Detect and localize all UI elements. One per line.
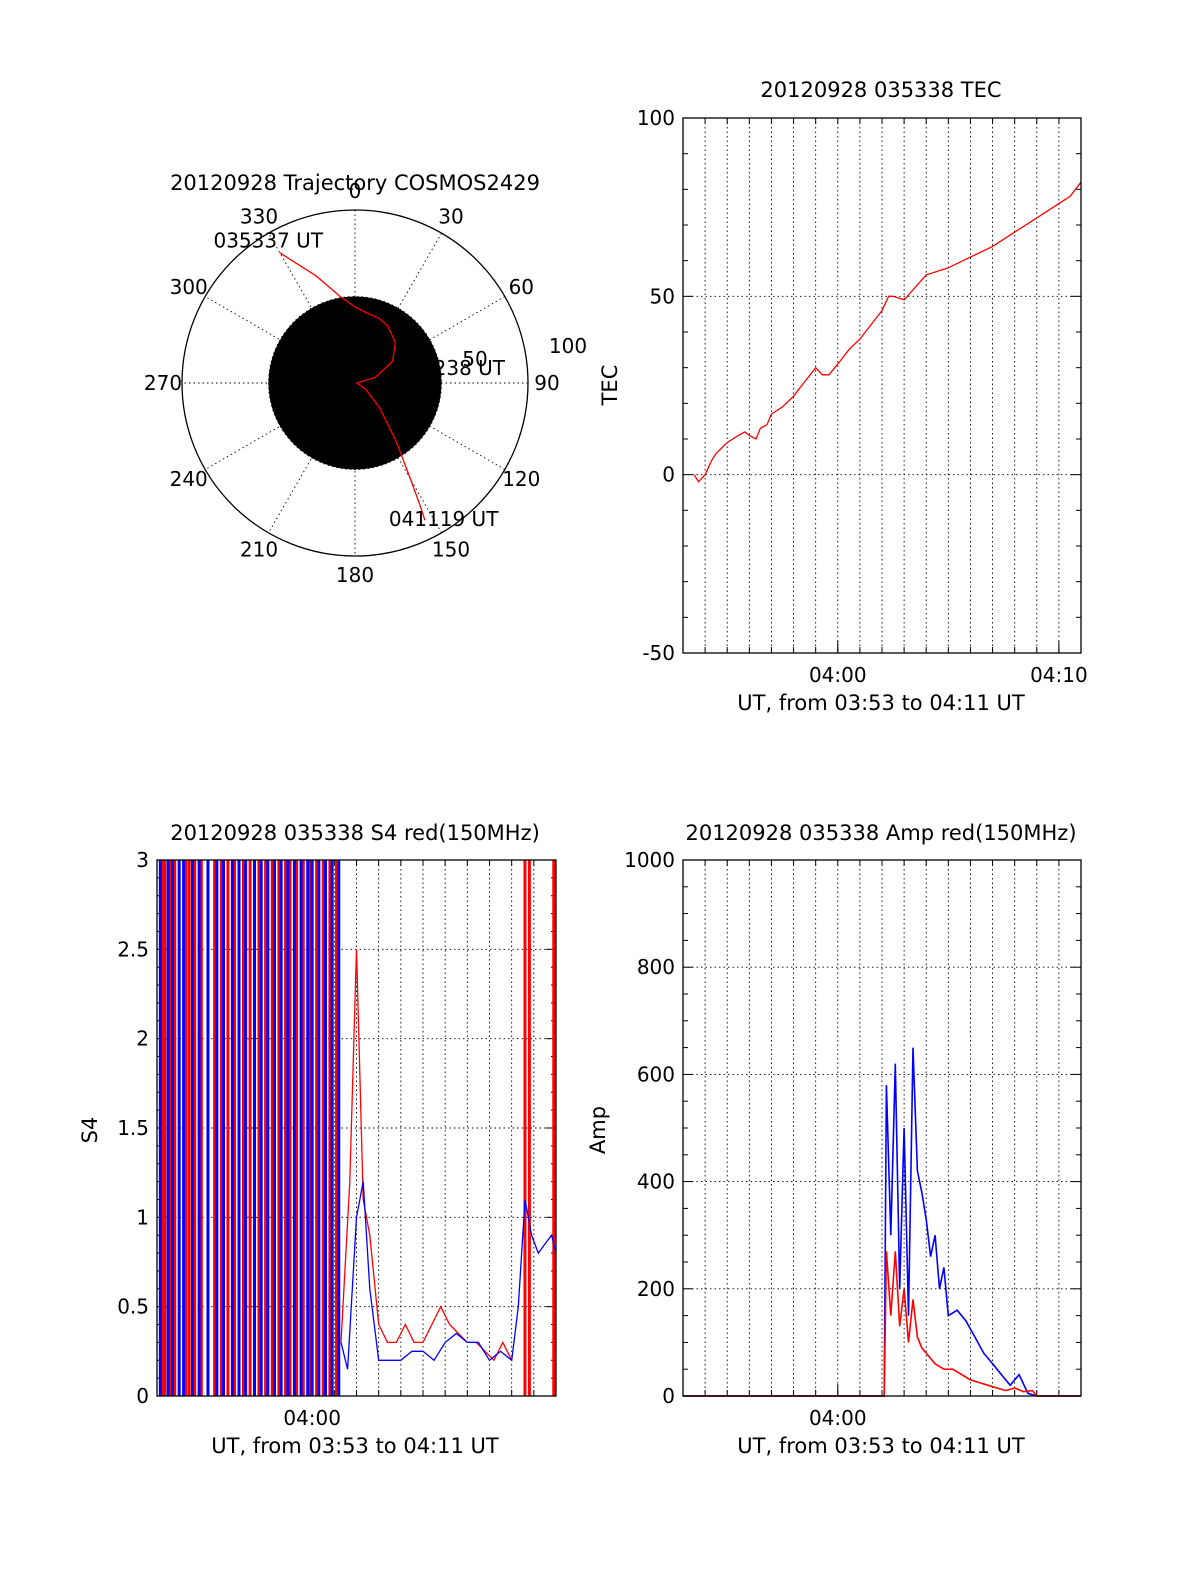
x-tick-label: 04:10 xyxy=(1030,663,1088,687)
polar-grid-spoke xyxy=(268,232,442,534)
tec-xlabel: UT, from 03:53 to 04:11 UT xyxy=(737,691,1025,715)
plot-frame xyxy=(682,859,1082,1397)
y-tick-label: 600 xyxy=(637,1062,675,1086)
amp-panel: 20120928 035338 Amp red(150MHz) UT, from… xyxy=(586,821,1082,1458)
x-tick-label: 04:00 xyxy=(283,1406,341,1430)
y-tick-label: 100 xyxy=(637,106,675,130)
trajectory-title: 20120928 Trajectory COSMOS2429 xyxy=(170,171,540,195)
data-series-line xyxy=(683,1251,1081,1397)
azimuth-label: 30 xyxy=(438,205,463,229)
y-tick-label: 2 xyxy=(136,1027,149,1051)
azimuth-label: 270 xyxy=(144,371,182,395)
trajectory-time-label: 041119 UT xyxy=(389,507,499,531)
azimuth-label: 150 xyxy=(432,537,470,561)
y-tick-label: 0.5 xyxy=(117,1295,149,1319)
y-tick-label: 1.5 xyxy=(117,1116,149,1140)
data-series-line xyxy=(683,1047,1081,1397)
tec-title: 20120928 035338 TEC xyxy=(760,78,1001,102)
trajectory-time-label: 035337 UT xyxy=(213,229,323,253)
x-tick-label: 04:00 xyxy=(809,1406,867,1430)
azimuth-label: 90 xyxy=(534,371,559,395)
s4-xlabel: UT, from 03:53 to 04:11 UT xyxy=(211,1434,499,1458)
plot-frame xyxy=(156,859,557,1397)
plot-frame xyxy=(682,117,1082,654)
y-tick-label: -50 xyxy=(642,641,675,665)
polar-grid-circle xyxy=(268,296,442,470)
azimuth-label: 0 xyxy=(349,179,362,203)
polar-grid-spoke xyxy=(204,296,506,470)
trajectory-time-label: 040238 UT xyxy=(395,356,505,380)
amp-xlabel: UT, from 03:53 to 04:11 UT xyxy=(737,1434,1025,1458)
data-series-line xyxy=(340,1181,557,1370)
y-tick-label: 2.5 xyxy=(117,937,149,961)
tec-panel: 20120928 035338 TEC UT, from 03:53 to 04… xyxy=(598,78,1088,715)
y-tick-label: 50 xyxy=(650,284,675,308)
azimuth-label: 330 xyxy=(240,205,278,229)
amp-ylabel: Amp xyxy=(586,1106,610,1154)
y-tick-label: 1000 xyxy=(624,848,675,872)
y-tick-label: 0 xyxy=(662,463,675,487)
azimuth-label: 60 xyxy=(509,275,534,299)
y-tick-label: 3 xyxy=(136,848,149,872)
radial-label: 50 xyxy=(462,347,487,371)
azimuth-label: 180 xyxy=(336,563,374,587)
y-tick-label: 0 xyxy=(662,1384,675,1408)
azimuth-label: 210 xyxy=(240,537,278,561)
azimuth-label: 300 xyxy=(170,275,208,299)
y-tick-label: 0 xyxy=(136,1384,149,1408)
radial-label: 100 xyxy=(549,334,587,358)
data-series-line xyxy=(340,949,513,1362)
tec-ylabel: TEC xyxy=(598,365,622,407)
polar-grid-spoke xyxy=(268,232,442,534)
s4-title: 20120928 035338 S4 red(150MHz) xyxy=(170,821,540,845)
s4-ylabel: S4 xyxy=(78,1117,102,1144)
trajectory-track xyxy=(279,252,426,521)
x-tick-label: 04:00 xyxy=(809,663,867,687)
azimuth-label: 240 xyxy=(170,467,208,491)
y-tick-label: 200 xyxy=(637,1277,675,1301)
azimuth-label: 120 xyxy=(502,467,540,491)
s4-panel: 20120928 035338 S4 red(150MHz) UT, from … xyxy=(78,821,557,1458)
amp-title: 20120928 035338 Amp red(150MHz) xyxy=(685,821,1076,845)
y-tick-label: 400 xyxy=(637,1170,675,1194)
data-series-line xyxy=(693,181,1082,483)
y-tick-label: 1 xyxy=(136,1205,149,1229)
trajectory-panel: 20120928 Trajectory COSMOS2429 0 30 60 90 12… xyxy=(144,171,587,587)
polar-grid-spoke xyxy=(204,296,506,470)
y-tick-label: 800 xyxy=(637,955,675,979)
